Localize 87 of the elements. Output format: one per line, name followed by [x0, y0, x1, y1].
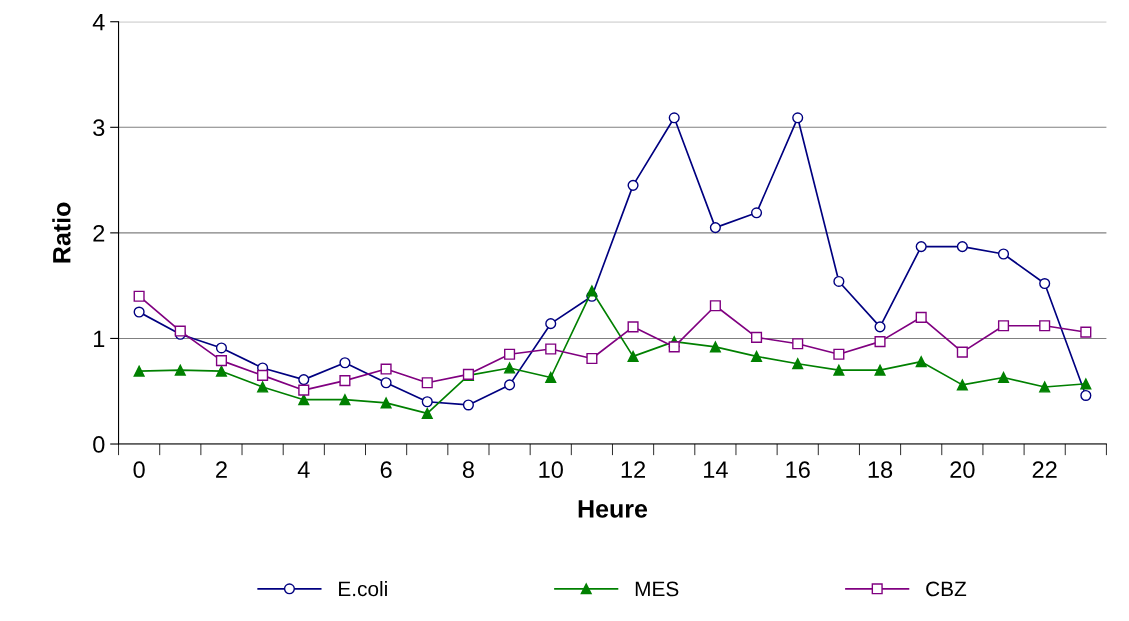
x-tick-label: 2 — [216, 461, 227, 478]
legend-label: MES — [635, 581, 679, 597]
point — [339, 394, 351, 406]
legend-label: CBZ — [926, 581, 967, 597]
point — [174, 364, 186, 376]
y-tick-label: 4 — [92, 14, 105, 31]
point — [215, 355, 228, 367]
point — [421, 377, 433, 389]
point — [380, 363, 392, 375]
point — [709, 341, 721, 353]
point — [750, 207, 763, 219]
point — [215, 342, 228, 354]
point — [257, 381, 269, 393]
point — [380, 377, 392, 389]
point — [339, 357, 351, 369]
point — [298, 384, 310, 396]
point — [833, 364, 845, 376]
point — [915, 311, 927, 323]
x-tick-label: 20 — [950, 461, 975, 479]
point — [257, 369, 269, 381]
x-tick-label: 8 — [462, 461, 474, 479]
point — [874, 321, 886, 333]
point — [956, 241, 968, 253]
x-axis-title: Heure — [578, 500, 648, 518]
point — [298, 394, 310, 406]
point — [709, 300, 721, 312]
point — [1039, 381, 1051, 393]
point — [421, 407, 433, 419]
point — [1080, 389, 1092, 402]
point — [668, 112, 680, 124]
x-tick-label: 14 — [704, 461, 728, 478]
y-axis-title: Ratio — [52, 202, 71, 263]
point — [792, 338, 804, 350]
point — [545, 318, 557, 330]
y-tick-label: 2 — [93, 224, 105, 242]
point — [1080, 378, 1092, 390]
x-tick-label: 10 — [539, 461, 563, 479]
x-tick-label: 22 — [1032, 461, 1057, 478]
point — [627, 321, 639, 333]
point — [956, 379, 968, 391]
x-tick-label: 16 — [786, 461, 810, 479]
point — [915, 356, 927, 368]
point — [792, 112, 804, 124]
point — [133, 290, 145, 302]
point — [339, 375, 351, 387]
point — [956, 346, 968, 358]
point — [833, 348, 845, 360]
x-tick-label: 6 — [380, 461, 392, 479]
y-tick-label: 1 — [94, 330, 105, 347]
point — [1080, 326, 1092, 338]
point — [874, 364, 886, 376]
point — [792, 358, 804, 370]
point — [874, 336, 886, 348]
point — [627, 179, 639, 191]
point — [997, 371, 1010, 384]
point — [421, 396, 433, 408]
point — [504, 348, 516, 360]
point — [545, 371, 557, 384]
point — [504, 379, 516, 391]
point — [627, 350, 639, 362]
point — [668, 341, 680, 353]
point — [298, 374, 310, 386]
y-tick-label: 0 — [93, 436, 105, 453]
point — [586, 352, 598, 365]
point — [997, 248, 1010, 260]
point — [462, 399, 474, 411]
point — [709, 222, 721, 234]
point — [133, 365, 145, 377]
point — [997, 320, 1010, 332]
point — [586, 285, 598, 297]
point — [750, 331, 763, 343]
point — [750, 350, 763, 362]
x-tick-label: 12 — [621, 461, 646, 478]
x-tick-label: 4 — [297, 461, 310, 478]
point — [504, 362, 516, 374]
point — [1039, 277, 1051, 290]
point — [380, 397, 392, 409]
point — [545, 343, 557, 355]
y-tick-label: 3 — [93, 119, 105, 137]
x-tick-label: 0 — [133, 461, 145, 479]
point — [133, 306, 145, 318]
point — [833, 275, 845, 287]
point — [1039, 320, 1051, 332]
point — [215, 365, 228, 377]
legend-label: E.coli — [339, 581, 387, 597]
point — [915, 241, 927, 253]
x-tick-label: 18 — [868, 461, 893, 479]
